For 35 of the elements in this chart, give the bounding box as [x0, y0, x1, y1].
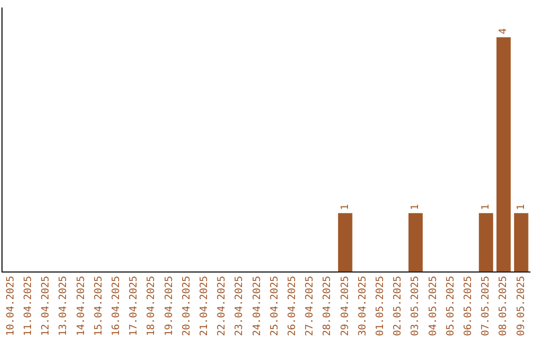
data-label: 1 — [410, 204, 422, 210]
data-label: 1 — [480, 204, 492, 210]
x-tick-label: 30.04.2025 — [357, 276, 368, 336]
x-tick-label: 06.05.2025 — [462, 276, 474, 336]
x-tick-label: 14.04.2025 — [76, 276, 87, 336]
x-tick-label: 24.04.2025 — [252, 276, 263, 336]
x-tick-label: 26.04.2025 — [286, 276, 298, 336]
data-label: 4 — [498, 28, 510, 34]
data-label: 1 — [340, 204, 351, 210]
x-tick-label: 23.04.2025 — [234, 276, 246, 336]
x-tick-label: 22.04.2025 — [216, 276, 228, 336]
x-tick-label: 18.04.2025 — [146, 276, 158, 336]
x-tick-label: 03.05.2025 — [410, 276, 422, 336]
x-tick-label: 16.04.2025 — [110, 276, 122, 336]
x-tick-label: 08.05.2025 — [498, 276, 510, 336]
x-tick-label: 19.04.2025 — [164, 276, 175, 336]
x-tick-label: 17.04.2025 — [128, 276, 140, 336]
x-tick-label: 13.04.2025 — [58, 276, 70, 336]
x-tick-label: 11.04.2025 — [22, 276, 34, 336]
x-tick-label: 25.04.2025 — [269, 276, 280, 336]
x-tick-label: 01.05.2025 — [374, 276, 386, 336]
x-tick-label: 04.05.2025 — [428, 276, 439, 336]
x-tick-label: 20.04.2025 — [181, 276, 192, 336]
x-tick-label: 07.05.2025 — [480, 276, 492, 336]
x-tick-label: 21.04.2025 — [198, 276, 210, 336]
x-tick-label: 29.04.2025 — [340, 276, 351, 336]
x-tick-label: 05.05.2025 — [445, 276, 456, 336]
data-label: 1 — [516, 204, 527, 210]
x-tick-label: 12.04.2025 — [40, 276, 52, 336]
x-tick-label: 28.04.2025 — [322, 276, 334, 336]
x-tick-label: 02.05.2025 — [392, 276, 404, 336]
x-tick-label: 10.04.2025 — [5, 276, 16, 336]
x-tick-label: 27.04.2025 — [304, 276, 316, 336]
x-tick-label: 15.04.2025 — [93, 276, 104, 336]
x-tick-label: 09.05.2025 — [516, 276, 527, 336]
